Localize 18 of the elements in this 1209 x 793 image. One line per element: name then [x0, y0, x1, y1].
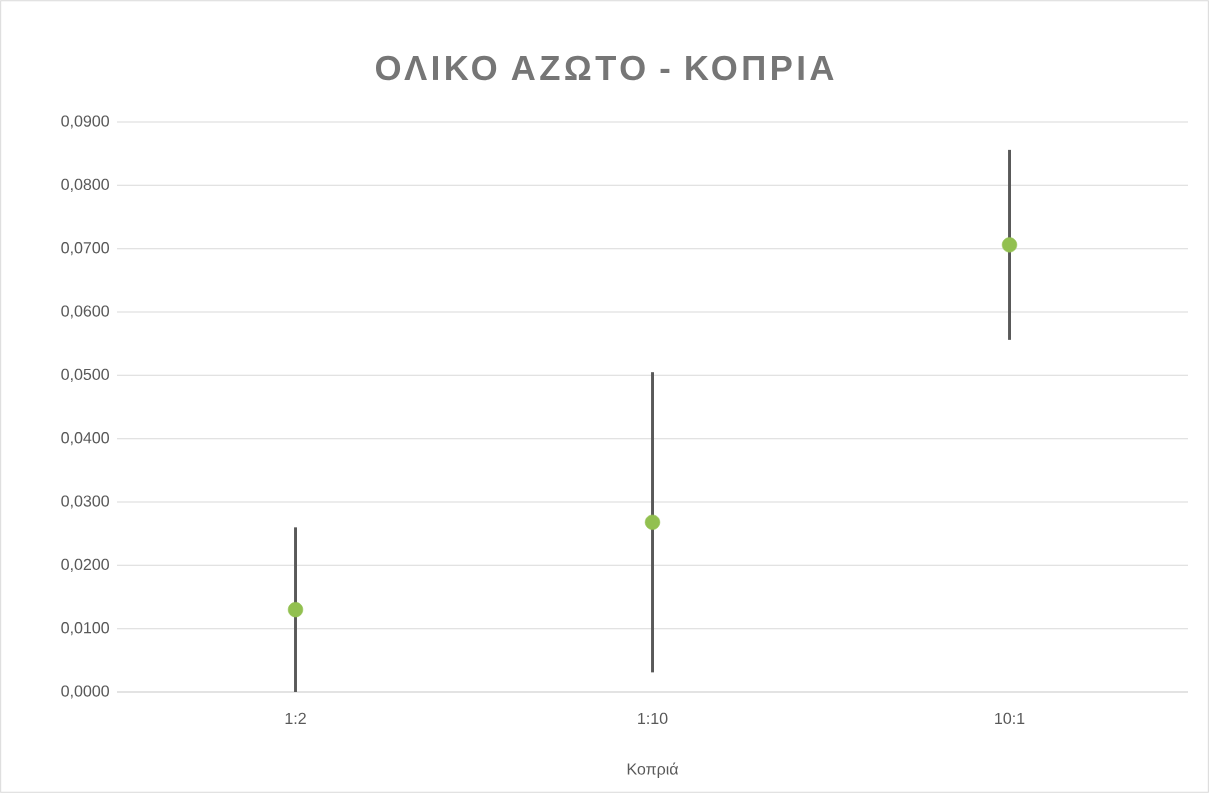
- chart-title: ΟΛΙΚΟ ΑΖΩΤΟ - ΚΟΠΡΙΑ: [376, 55, 834, 81]
- x-tick-label: 1:10: [638, 712, 668, 725]
- x-tick-label: 10:1: [995, 712, 1025, 725]
- x-tick-label: 1:2: [285, 712, 306, 724]
- y-tick-label: 0,0100: [61, 622, 109, 636]
- y-tick-label: 0,0600: [61, 305, 109, 319]
- y-tick-label: 0,0300: [61, 495, 109, 509]
- x-axis-title: Κοπριά: [627, 762, 679, 778]
- point: [644, 514, 661, 530]
- point: [1001, 237, 1018, 253]
- point: [287, 602, 304, 618]
- y-tick-label: 0,0400: [61, 432, 109, 446]
- y-tick-label: 0,0000: [61, 685, 109, 699]
- y-tick-label: 0,0500: [61, 368, 109, 382]
- y-tick-label: 0,0800: [61, 178, 109, 192]
- y-tick-label: 0,0900: [61, 115, 109, 129]
- y-tick-label: 0,0200: [61, 558, 109, 572]
- y-tick-label: 0,0700: [61, 242, 109, 256]
